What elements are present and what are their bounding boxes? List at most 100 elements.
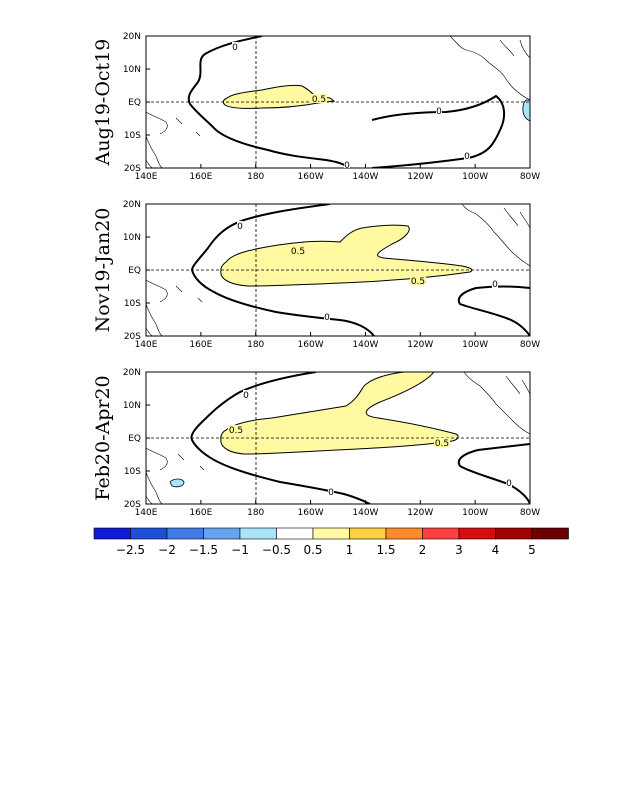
colorbar: −2.5 −2 −1.5 −1 −0.5 0.5 1 1.5 2 3 4 5 <box>93 527 569 557</box>
y-tick-label: 20S <box>124 332 141 342</box>
colorbar-label: 5 <box>528 543 536 557</box>
y-tick-label: EQ <box>128 98 141 108</box>
x-tick-label: 180 <box>247 340 264 350</box>
panel-3-contour-label: 0 <box>243 391 249 401</box>
y-tick-label: 10N <box>123 233 141 243</box>
panel-3-yticks: 20N 10N EQ 10S 20S <box>123 368 150 510</box>
colorbar-label: 3 <box>455 543 463 557</box>
colorbar-label: −2.5 <box>116 543 145 557</box>
colorbar-swatch <box>239 527 277 540</box>
x-tick-label: 140E <box>135 508 158 518</box>
colorbar-swatch <box>458 527 496 540</box>
x-tick-label: 160E <box>189 172 212 182</box>
panel-1: Aug19-Oct19 20N 10N EQ 10S 20S 140E 160E 180 16… <box>92 32 540 182</box>
x-tick-label: 160W <box>298 508 324 518</box>
colorbar-swatch <box>276 527 314 540</box>
panel-3-contour-label: 0.5 <box>229 426 243 436</box>
panel-1-coastline-maritime <box>146 111 201 168</box>
panel-2-coastline-maritime <box>146 279 203 336</box>
colorbar-label: 4 <box>492 543 500 557</box>
panel-3-contour-labels: 0 0 0 0.5 0.5 <box>228 390 512 498</box>
x-tick-label: 140W <box>352 340 378 350</box>
colorbar-swatch <box>130 527 168 540</box>
panel-2-contour-label: 0.5 <box>411 277 425 287</box>
colorbar-swatch <box>531 527 569 540</box>
panel-3-xticks: 140E 160E 180 160W 140W 120W 100W 80W <box>135 500 540 518</box>
colorbar-label: −1.5 <box>189 543 218 557</box>
x-tick-label: 160W <box>298 172 324 182</box>
colorbar-swatch <box>166 527 204 540</box>
panel-3: Feb20-Apr20 20N 10N EQ 10S 20S 140E 160E 180 16… <box>92 368 540 518</box>
colorbar-swatch <box>93 527 131 540</box>
panel-1-negative-region <box>522 99 530 122</box>
colorbar-label: −0.5 <box>262 543 291 557</box>
colorbar-label: 1.5 <box>376 543 395 557</box>
colorbar-swatches <box>93 527 569 540</box>
y-tick-label: 10S <box>124 467 141 477</box>
panel-2-zero-contour-east <box>457 285 530 336</box>
x-tick-label: 140E <box>135 340 158 350</box>
x-tick-label: 120W <box>407 340 433 350</box>
y-tick-label: 20S <box>124 500 141 510</box>
panel-1-coastline-americas <box>449 36 530 101</box>
colorbar-label: −1 <box>231 543 249 557</box>
x-tick-label: 180 <box>247 508 264 518</box>
panel-2-xticks: 140E 160E 180 160W 140W 120W 100W 80W <box>135 332 540 350</box>
colorbar-label: 2 <box>419 543 427 557</box>
panel-1-xticks: 140E 160E 180 160W 140W 120W 100W 80W <box>135 164 540 182</box>
panel-3-coastline-maritime <box>146 447 205 504</box>
panel-3-contour-label: 0.5 <box>435 439 449 449</box>
panel-1-contour-label: 0 <box>464 152 470 162</box>
panel-3-negative-region <box>169 478 185 488</box>
x-tick-label: 140W <box>352 508 378 518</box>
y-tick-label: 10N <box>123 401 141 411</box>
x-tick-label: 80W <box>520 508 540 518</box>
panel-1-positive-region <box>222 84 336 109</box>
colorbar-swatch <box>349 527 387 540</box>
x-tick-label: 160E <box>189 508 212 518</box>
panel-3-coastline-americas <box>463 372 530 435</box>
panel-2-contour-labels: 0 0 0 0.5 0.5 <box>237 221 498 323</box>
panel-2-coastline-americas <box>461 204 530 267</box>
x-tick-label: 140E <box>135 172 158 182</box>
y-tick-label: 20N <box>123 200 141 210</box>
x-tick-label: 160E <box>189 340 212 350</box>
y-tick-label: 20N <box>123 32 141 42</box>
panel-2-yticks: 20N 10N EQ 10S 20S <box>123 200 150 342</box>
panel-1-zero-contour-west <box>187 36 351 168</box>
x-tick-label: 180 <box>247 172 264 182</box>
x-tick-label: 120W <box>407 172 433 182</box>
y-tick-label: 10N <box>123 65 141 75</box>
panel-1-contour-label: 0 <box>436 107 442 117</box>
x-tick-label: 80W <box>520 340 540 350</box>
panel-3-positive-region <box>220 372 459 455</box>
colorbar-label: 0.5 <box>303 543 322 557</box>
x-tick-label: 160W <box>298 340 324 350</box>
colorbar-swatch <box>422 527 460 540</box>
colorbar-label: 1 <box>346 543 354 557</box>
panel-1-contour-label: 0 <box>232 43 238 53</box>
y-tick-label: 10S <box>124 131 141 141</box>
panel-2-positive-region <box>220 224 473 287</box>
panel-1-title: Aug19-Oct19 <box>92 39 114 167</box>
x-tick-label: 100W <box>462 508 488 518</box>
colorbar-swatch <box>203 527 241 540</box>
panel-2-contour-label: 0 <box>492 280 498 290</box>
y-tick-label: 10S <box>124 299 141 309</box>
colorbar-swatch <box>385 527 423 540</box>
x-tick-label: 80W <box>520 172 540 182</box>
panel-3-zero-contour-west <box>190 372 371 504</box>
panel-3-contour-label: 0 <box>506 479 512 489</box>
panel-1-zero-contour-east <box>371 94 506 168</box>
colorbar-swatch <box>312 527 350 540</box>
panel-1-contour-label: 0 <box>344 161 350 171</box>
y-tick-label: EQ <box>128 434 141 444</box>
panel-2: Nov19-Jan20 20N 10N EQ 10S 20S 140E 160E 180 16… <box>92 200 540 350</box>
panel-3-zero-contour-east <box>457 443 530 504</box>
panel-1-contour-label: 0.5 <box>312 95 326 105</box>
panel-2-title: Nov19-Jan20 <box>92 208 114 333</box>
x-tick-label: 100W <box>462 340 488 350</box>
colorbar-labels: −2.5 −2 −1.5 −1 −0.5 0.5 1 1.5 2 3 4 5 <box>116 543 536 557</box>
panel-3-contour-label: 0 <box>328 488 334 498</box>
